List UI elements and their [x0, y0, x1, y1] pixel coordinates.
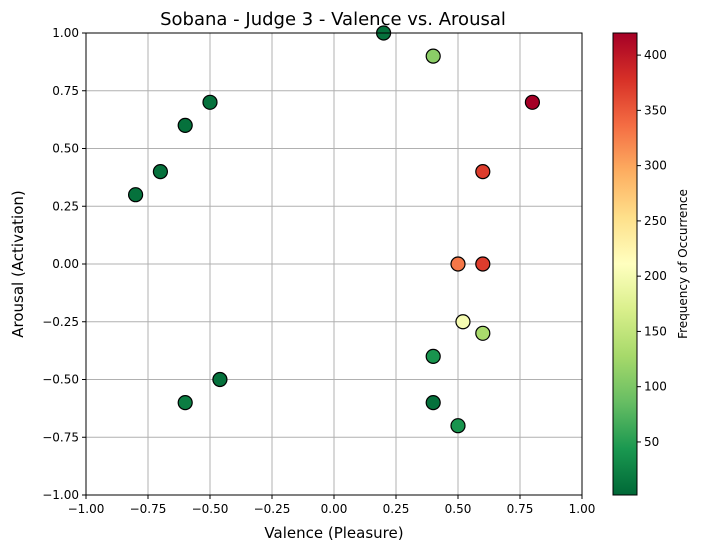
data-point: [128, 187, 144, 203]
colorbar-tick-label: 200: [644, 269, 667, 283]
y-tick-label: 0.00: [52, 257, 79, 271]
x-tick-label: 0.00: [321, 502, 348, 516]
data-point: [212, 371, 228, 388]
x-tick-label: −1.00: [68, 502, 105, 516]
colorbar-tick-label: 300: [644, 159, 667, 173]
data-points: [128, 25, 541, 434]
x-axis-label: Valence (Pleasure): [264, 524, 403, 542]
data-point: [475, 325, 491, 341]
data-point: [450, 418, 466, 434]
y-tick-label: 0.50: [52, 142, 79, 156]
grid: [85, 32, 583, 496]
x-tick-label: −0.50: [192, 502, 229, 516]
x-tick-label: 0.75: [507, 502, 534, 516]
x-axis-ticks: −1.00 −0.75 −0.50 −0.25 0.00 0.25 0.50 0.75 1.00: [68, 495, 596, 516]
data-point: [425, 348, 441, 364]
y-tick-label: 0.75: [52, 84, 79, 98]
colorbar-tick-label: 150: [644, 324, 667, 338]
colorbar-tick-label: 100: [644, 380, 667, 394]
data-point: [177, 117, 193, 134]
y-tick-label: −1.00: [42, 488, 79, 502]
colorbar-label: Frequency of Occurrence: [676, 189, 690, 339]
x-tick-label: −0.75: [130, 502, 167, 516]
data-point: [475, 164, 491, 180]
chart-title: Sobana - Judge 3 - Valence vs. Arousal: [160, 9, 506, 30]
data-point: [425, 48, 441, 64]
colorbar-tick-label: 50: [644, 435, 659, 449]
colorbar-ticks: 50 100 150 200 250 300 350 400: [637, 48, 667, 449]
y-tick-label: 0.25: [52, 199, 79, 213]
data-point: [524, 94, 541, 110]
y-axis-ticks: −1.00 −0.75 −0.50 −0.25 0.00 0.25 0.50 0.75 1.00: [42, 26, 86, 502]
colorbar-tick-label: 400: [644, 48, 667, 62]
data-point: [152, 164, 168, 180]
colorbar-tick-label: 250: [644, 214, 667, 228]
y-tick-label: −0.25: [42, 315, 79, 329]
y-tick-label: 1.00: [52, 26, 79, 40]
x-tick-label: −0.25: [254, 502, 291, 516]
data-point: [450, 256, 466, 272]
data-point: [177, 395, 193, 411]
y-tick-label: −0.50: [42, 373, 79, 387]
x-tick-label: 0.50: [445, 502, 472, 516]
y-axis-label: Arousal (Activation): [9, 190, 27, 338]
x-tick-label: 0.25: [383, 502, 410, 516]
data-point: [455, 314, 471, 330]
x-tick-label: 1.00: [569, 502, 596, 516]
colorbar-tick-label: 350: [644, 103, 667, 117]
data-point: [425, 395, 441, 411]
data-point: [475, 256, 491, 272]
data-point: [202, 94, 218, 110]
colorbar: [612, 32, 638, 496]
y-tick-label: −0.75: [42, 430, 79, 444]
